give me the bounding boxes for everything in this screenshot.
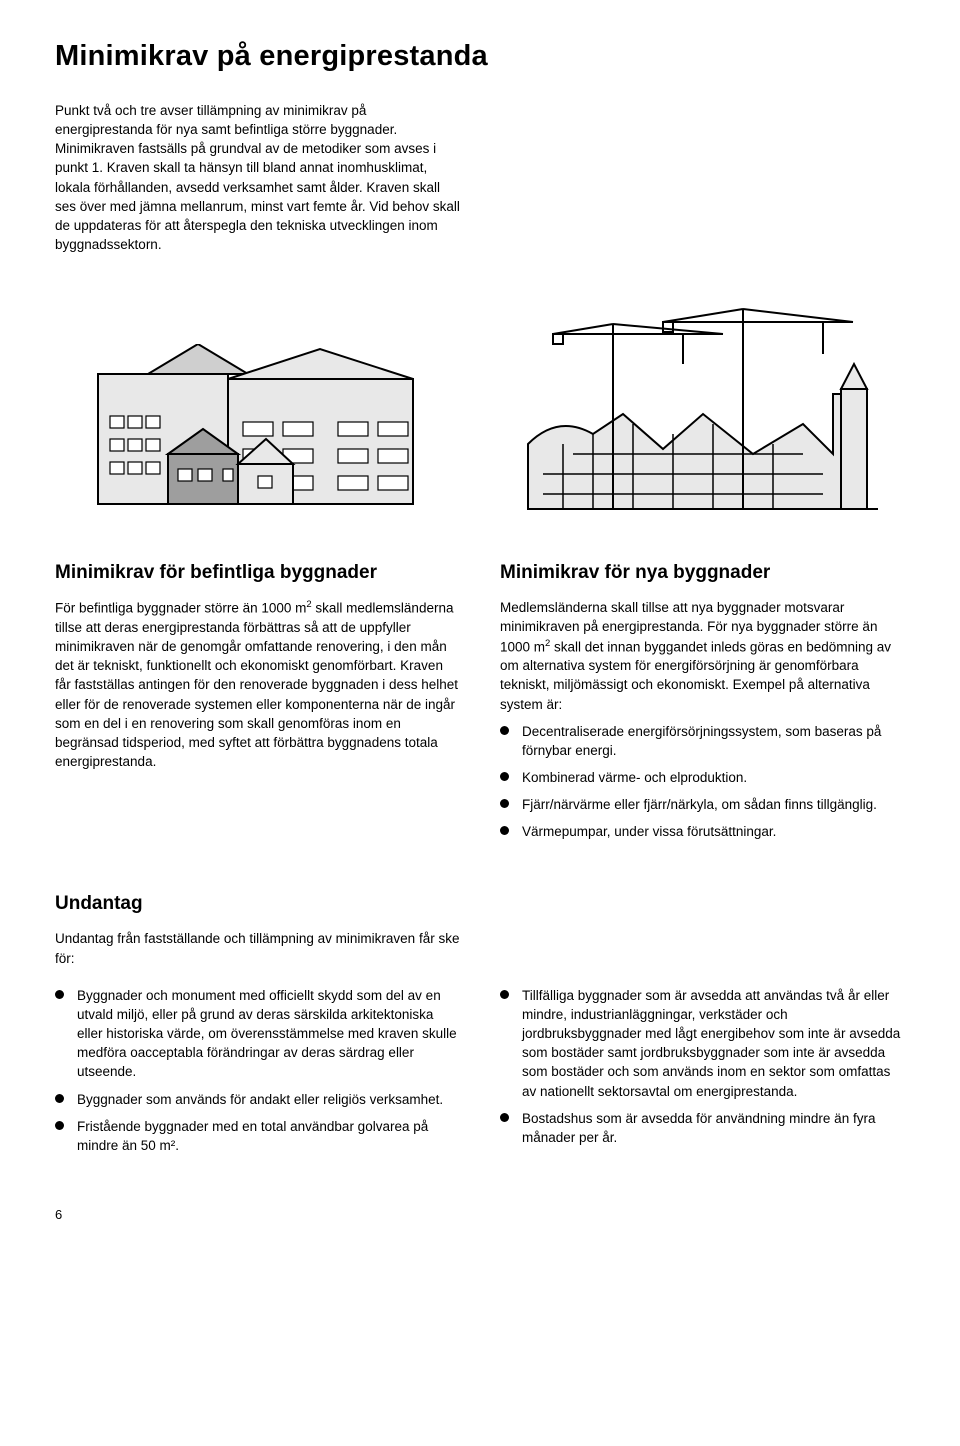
nya-bullets: Decentraliserade energiförsörjningssyste… <box>500 722 905 842</box>
illustration-row <box>55 294 905 514</box>
heading-undantag: Undantag <box>55 893 905 915</box>
page-number: 6 <box>55 1207 905 1222</box>
list-item: Fristående byggnader med en total använd… <box>55 1117 460 1155</box>
list-item: Tillfälliga byggnader som är avsedda att… <box>500 986 905 1101</box>
list-item: Byggnader som används för andakt eller r… <box>55 1090 460 1109</box>
page-title: Minimikrav på energiprestanda <box>55 40 905 73</box>
construction-svg <box>523 294 883 514</box>
intro-paragraph: Punkt två och tre avser tillämpning av m… <box>55 101 463 254</box>
body-nya: Medlemsländerna skall tillse att nya byg… <box>500 598 905 713</box>
undantag-columns: Byggnader och monument med officiellt sk… <box>55 978 905 1163</box>
construction-illustration <box>500 294 905 514</box>
heading-befintliga: Minimikrav för befintliga byggnader <box>55 562 460 584</box>
undantag-intro: Undantag från fastställande och tillämpn… <box>55 929 463 967</box>
list-item: Värmepumpar, under vissa förutsättningar… <box>500 822 905 841</box>
buildings-illustration <box>55 344 460 514</box>
list-item: Kombinerad värme- och elproduktion. <box>500 768 905 787</box>
undantag-right: Tillfälliga byggnader som är avsedda att… <box>500 978 905 1163</box>
list-item: Bostadshus som är avsedda för användning… <box>500 1109 905 1147</box>
list-item: Fjärr/närvärme eller fjärr/närkyla, om s… <box>500 795 905 814</box>
minimikrav-columns: Minimikrav för befintliga byggnader För … <box>55 562 905 849</box>
list-item: Decentraliserade energiförsörjningssyste… <box>500 722 905 760</box>
undantag-right-bullets: Tillfälliga byggnader som är avsedda att… <box>500 986 905 1147</box>
undantag-left: Byggnader och monument med officiellt sk… <box>55 978 460 1163</box>
list-item: Byggnader och monument med officiellt sk… <box>55 986 460 1082</box>
body-befintliga: För befintliga byggnader större än 1000 … <box>55 598 460 771</box>
right-column-nya: Minimikrav för nya byggnader Medlemsländ… <box>500 562 905 849</box>
undantag-left-bullets: Byggnader och monument med officiellt sk… <box>55 986 460 1155</box>
heading-nya: Minimikrav för nya byggnader <box>500 562 905 584</box>
left-column-befintliga: Minimikrav för befintliga byggnader För … <box>55 562 460 849</box>
buildings-svg <box>88 344 428 514</box>
